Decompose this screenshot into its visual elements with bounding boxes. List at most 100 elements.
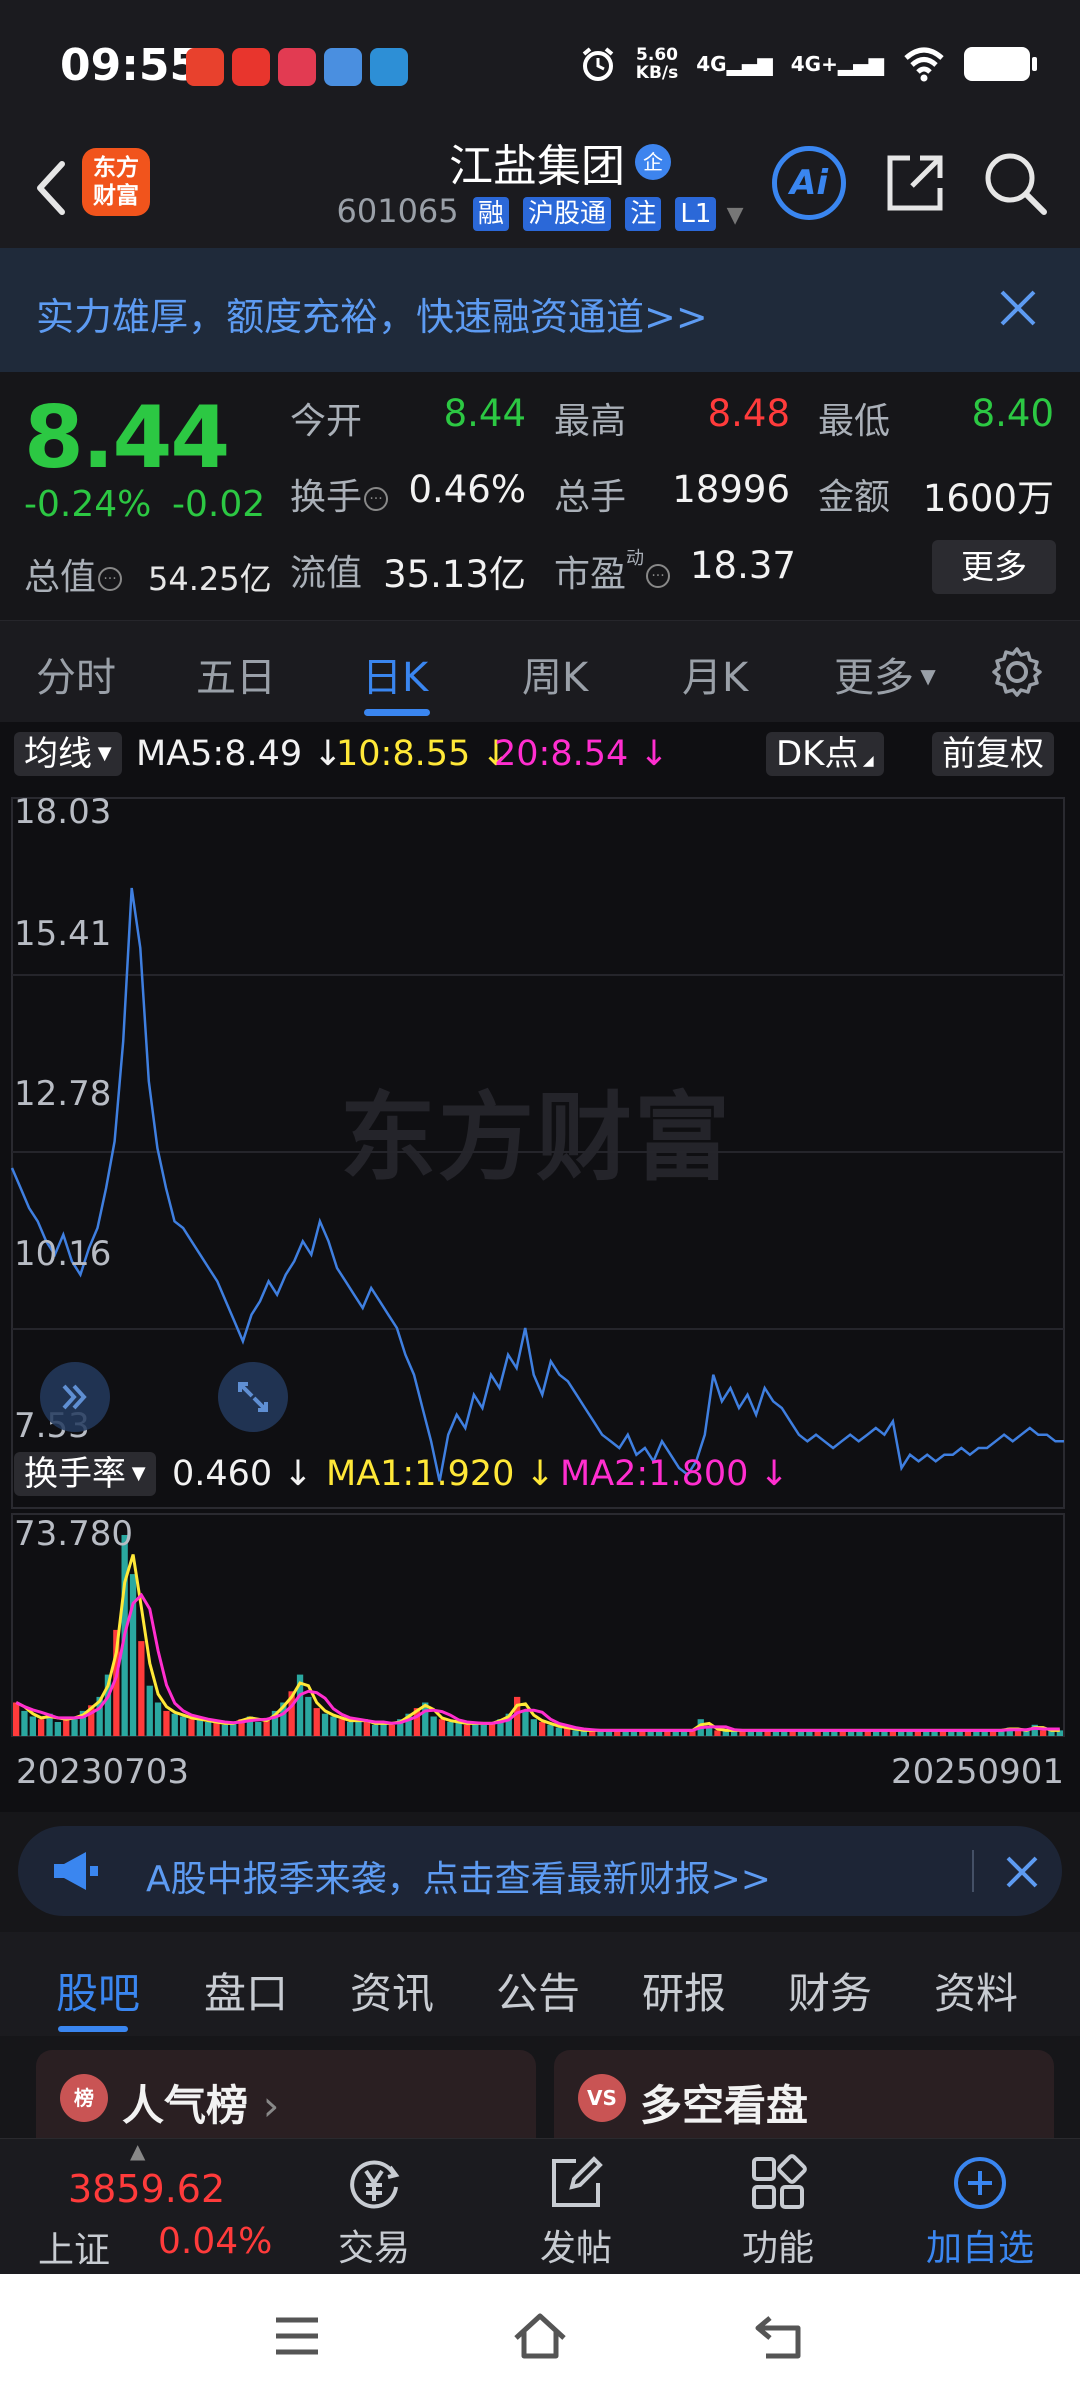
gear-icon[interactable] xyxy=(990,645,1044,699)
turnover-bar xyxy=(939,1730,947,1736)
adjustment-button[interactable]: 前复权 xyxy=(932,732,1054,776)
change-amount: -0.02 xyxy=(172,484,266,525)
turnover-bar xyxy=(221,1724,228,1736)
turnover-bar xyxy=(580,1730,587,1736)
turnover-bar xyxy=(981,1730,988,1736)
info-icon[interactable]: ··· xyxy=(98,567,123,591)
ma10-legend: 10:8.55 ↓ xyxy=(336,734,511,774)
turnover-bar xyxy=(639,1730,646,1736)
period-tabs: 分时 五日 日K 周K 月K 更多 ▼ xyxy=(0,620,1080,722)
float-cap-value: 35.13亿 xyxy=(383,553,526,596)
promo-text[interactable]: 实力雄厚，额度充裕，快速融资通道>> xyxy=(36,295,708,339)
turnover-value: 0.46% xyxy=(408,468,526,511)
tab-news[interactable]: 资讯 xyxy=(350,1969,435,2018)
turnover-bar xyxy=(413,1708,421,1736)
turnover-bar xyxy=(271,1710,279,1736)
info-icon[interactable]: ··· xyxy=(646,564,671,588)
info-icon[interactable]: ··· xyxy=(364,487,389,511)
tab-order-book[interactable]: 盘口 xyxy=(204,1969,289,2018)
turnover-bar xyxy=(1048,1730,1055,1736)
sub-indicator-selector[interactable]: 换手率 ▼ xyxy=(14,1452,156,1496)
app-logo[interactable]: 东方 财富 xyxy=(82,148,150,216)
turnover-bar-chart[interactable] xyxy=(0,1506,1080,1742)
turnover-bar xyxy=(605,1730,613,1736)
trade-button[interactable]: 交易 xyxy=(294,2139,454,2275)
tab-monthly-k[interactable]: 月K xyxy=(682,655,749,701)
add-watchlist-button[interactable]: 加自选 xyxy=(900,2139,1060,2275)
tab-weekly-k[interactable]: 周K xyxy=(522,655,589,701)
functions-button[interactable]: 功能 xyxy=(698,2139,858,2275)
turnover-bar xyxy=(889,1730,896,1736)
signal-4g-plus-icon: 4G+▂▄▆ xyxy=(790,52,884,76)
news-app-icon xyxy=(232,48,270,86)
index-ticker[interactable]: ▲ 3859.62 上证 0.04% xyxy=(12,2139,272,2275)
notice-text[interactable]: A股中报季来袭，点击查看最新财报>> xyxy=(146,1859,771,1900)
turnover-bar xyxy=(321,1713,329,1736)
tab-forum[interactable]: 股吧 xyxy=(56,1969,141,2018)
turnover-bar xyxy=(680,1730,688,1736)
turnover-bar xyxy=(839,1730,846,1736)
turnover-bar xyxy=(881,1730,888,1736)
turnover-bar xyxy=(388,1724,395,1736)
ai-assistant-button[interactable]: Ai xyxy=(772,146,846,220)
close-icon[interactable] xyxy=(1002,1852,1042,1892)
tab-research[interactable]: 研报 xyxy=(642,1969,727,2018)
turnover-bar xyxy=(647,1730,654,1736)
turnover-bar xyxy=(380,1722,387,1736)
tab-intraday[interactable]: 分时 xyxy=(36,655,116,701)
fullscreen-button[interactable] xyxy=(218,1362,288,1432)
expand-left-button[interactable] xyxy=(40,1362,110,1432)
turnover-bar xyxy=(54,1722,61,1736)
turnover-bar xyxy=(188,1719,195,1736)
shopping-app-icon xyxy=(324,48,362,86)
turnover-bar xyxy=(764,1730,771,1736)
back-button[interactable] xyxy=(22,150,82,226)
low-label: 最低 xyxy=(818,401,891,442)
turnover-bar xyxy=(447,1722,454,1736)
turnover-bar xyxy=(547,1724,554,1736)
registration-tag: 注 xyxy=(625,197,662,231)
tab-more-periods[interactable]: 更多 ▼ xyxy=(834,655,936,701)
level1-tag: L1 xyxy=(675,197,717,231)
home-icon[interactable] xyxy=(510,2308,570,2362)
tab-financials[interactable]: 财务 xyxy=(788,1969,873,2018)
turnover-bar xyxy=(79,1710,87,1736)
more-quote-button[interactable]: 更多 xyxy=(932,540,1056,594)
tab-announcements[interactable]: 公告 xyxy=(496,1969,581,2018)
turnover-current: 0.460 ↓ xyxy=(172,1454,313,1494)
financing-promo-banner[interactable]: 实力雄厚，额度充裕，快速融资通道>> xyxy=(0,248,1080,372)
turnover-bar xyxy=(480,1724,487,1736)
tab-five-day[interactable]: 五日 xyxy=(196,655,276,701)
grid-apps-icon xyxy=(752,2154,807,2209)
ma20-legend: 20:8.54 ↓ xyxy=(494,734,669,774)
stock-code-row[interactable]: 601065 融 沪股通 注 L1 ▼ xyxy=(0,192,1080,231)
indicator-selector[interactable]: 均线 ▼ xyxy=(14,732,122,776)
close-icon[interactable] xyxy=(996,286,1040,330)
turnover-bar xyxy=(856,1730,863,1736)
post-button[interactable]: 发帖 xyxy=(496,2139,656,2275)
card-title: 多空看盘 xyxy=(640,2081,809,2130)
bull-bear-card[interactable]: VS 多空看盘 xyxy=(554,2050,1054,2140)
tab-daily-k[interactable]: 日K xyxy=(362,655,429,701)
back-icon[interactable] xyxy=(752,2310,808,2362)
turnover-bar xyxy=(455,1722,462,1736)
search-icon[interactable] xyxy=(980,148,1050,218)
turnover-bar xyxy=(914,1730,921,1736)
turnover-bar xyxy=(263,1719,270,1736)
turnover-bar xyxy=(589,1730,596,1736)
menu-icon[interactable] xyxy=(272,2314,322,2358)
share-icon[interactable] xyxy=(880,148,950,218)
kline-chart-area[interactable]: 均线 ▼ MA5:8.49 ↓ 10:8.55 ↓ 20:8.54 ↓ DK点 … xyxy=(0,722,1080,1812)
turnover-bar xyxy=(154,1702,162,1736)
price-line-chart[interactable] xyxy=(0,784,1080,1666)
turnover-bar xyxy=(572,1730,579,1736)
earnings-notice-banner[interactable]: A股中报季来袭，点击查看最新财报>> xyxy=(18,1826,1062,1916)
popularity-card[interactable]: 榜 人气榜 › xyxy=(36,2050,536,2140)
dk-point-button[interactable]: DK点 ◢ xyxy=(766,732,884,776)
turnover-bar xyxy=(1006,1727,1013,1736)
stock-name: 江盐集团 xyxy=(449,141,625,192)
tab-profile[interactable]: 资料 xyxy=(934,1969,1019,2018)
quote-panel: 8.44 -0.24% -0.02 总值 ··· 54.25亿 今开 8.44 最… xyxy=(0,372,1080,620)
stock-code: 601065 xyxy=(336,192,459,230)
turnover-bar xyxy=(747,1730,754,1736)
